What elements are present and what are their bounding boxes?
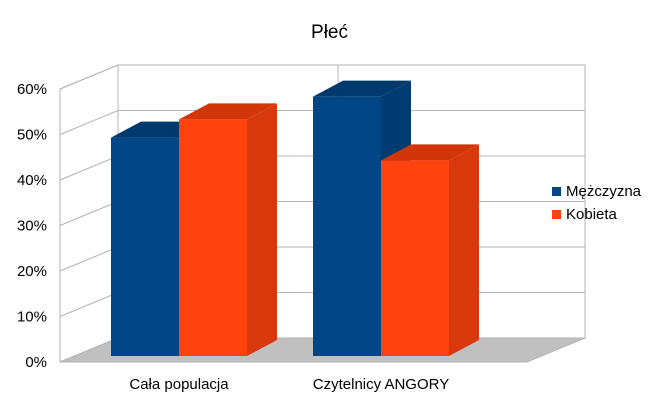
legend-label-0: Mężczyzna: [566, 183, 642, 200]
bar-0-0-front: [111, 137, 179, 356]
legend: Mężczyzna Kobieta: [552, 180, 641, 226]
bar-0-1-side: [247, 103, 277, 357]
legend-label-1: Kobieta: [566, 206, 617, 223]
y-tick-label: 40%: [17, 172, 47, 189]
y-tick-label: 0%: [25, 354, 47, 371]
legend-item-0: Mężczyzna: [552, 180, 641, 203]
gridline: [59, 64, 585, 90]
y-tick-label: 50%: [17, 127, 47, 144]
bar-1-1-side: [449, 144, 479, 356]
bar-0-1-top: [179, 103, 277, 120]
bar-1-1-front: [381, 160, 449, 356]
gridline: [59, 110, 585, 135]
chart-title: Płeć: [311, 22, 348, 43]
y-tick-label: 30%: [17, 218, 47, 235]
legend-swatch-0: [552, 187, 561, 196]
bar-1-0-front: [313, 96, 381, 357]
y-tick-label: 60%: [17, 81, 47, 98]
y-tick-label: 20%: [17, 263, 47, 280]
x-tick-label: Cała populacja: [129, 376, 229, 393]
legend-item-1: Kobieta: [552, 203, 641, 226]
x-tick-label: Czytelnicy ANGORY: [313, 376, 449, 393]
bar-0-1-front: [179, 119, 247, 357]
legend-swatch-1: [552, 210, 561, 219]
y-tick-label: 10%: [17, 309, 47, 326]
bar-1-0-top: [313, 80, 411, 97]
bar-1-1-top: [381, 144, 479, 161]
